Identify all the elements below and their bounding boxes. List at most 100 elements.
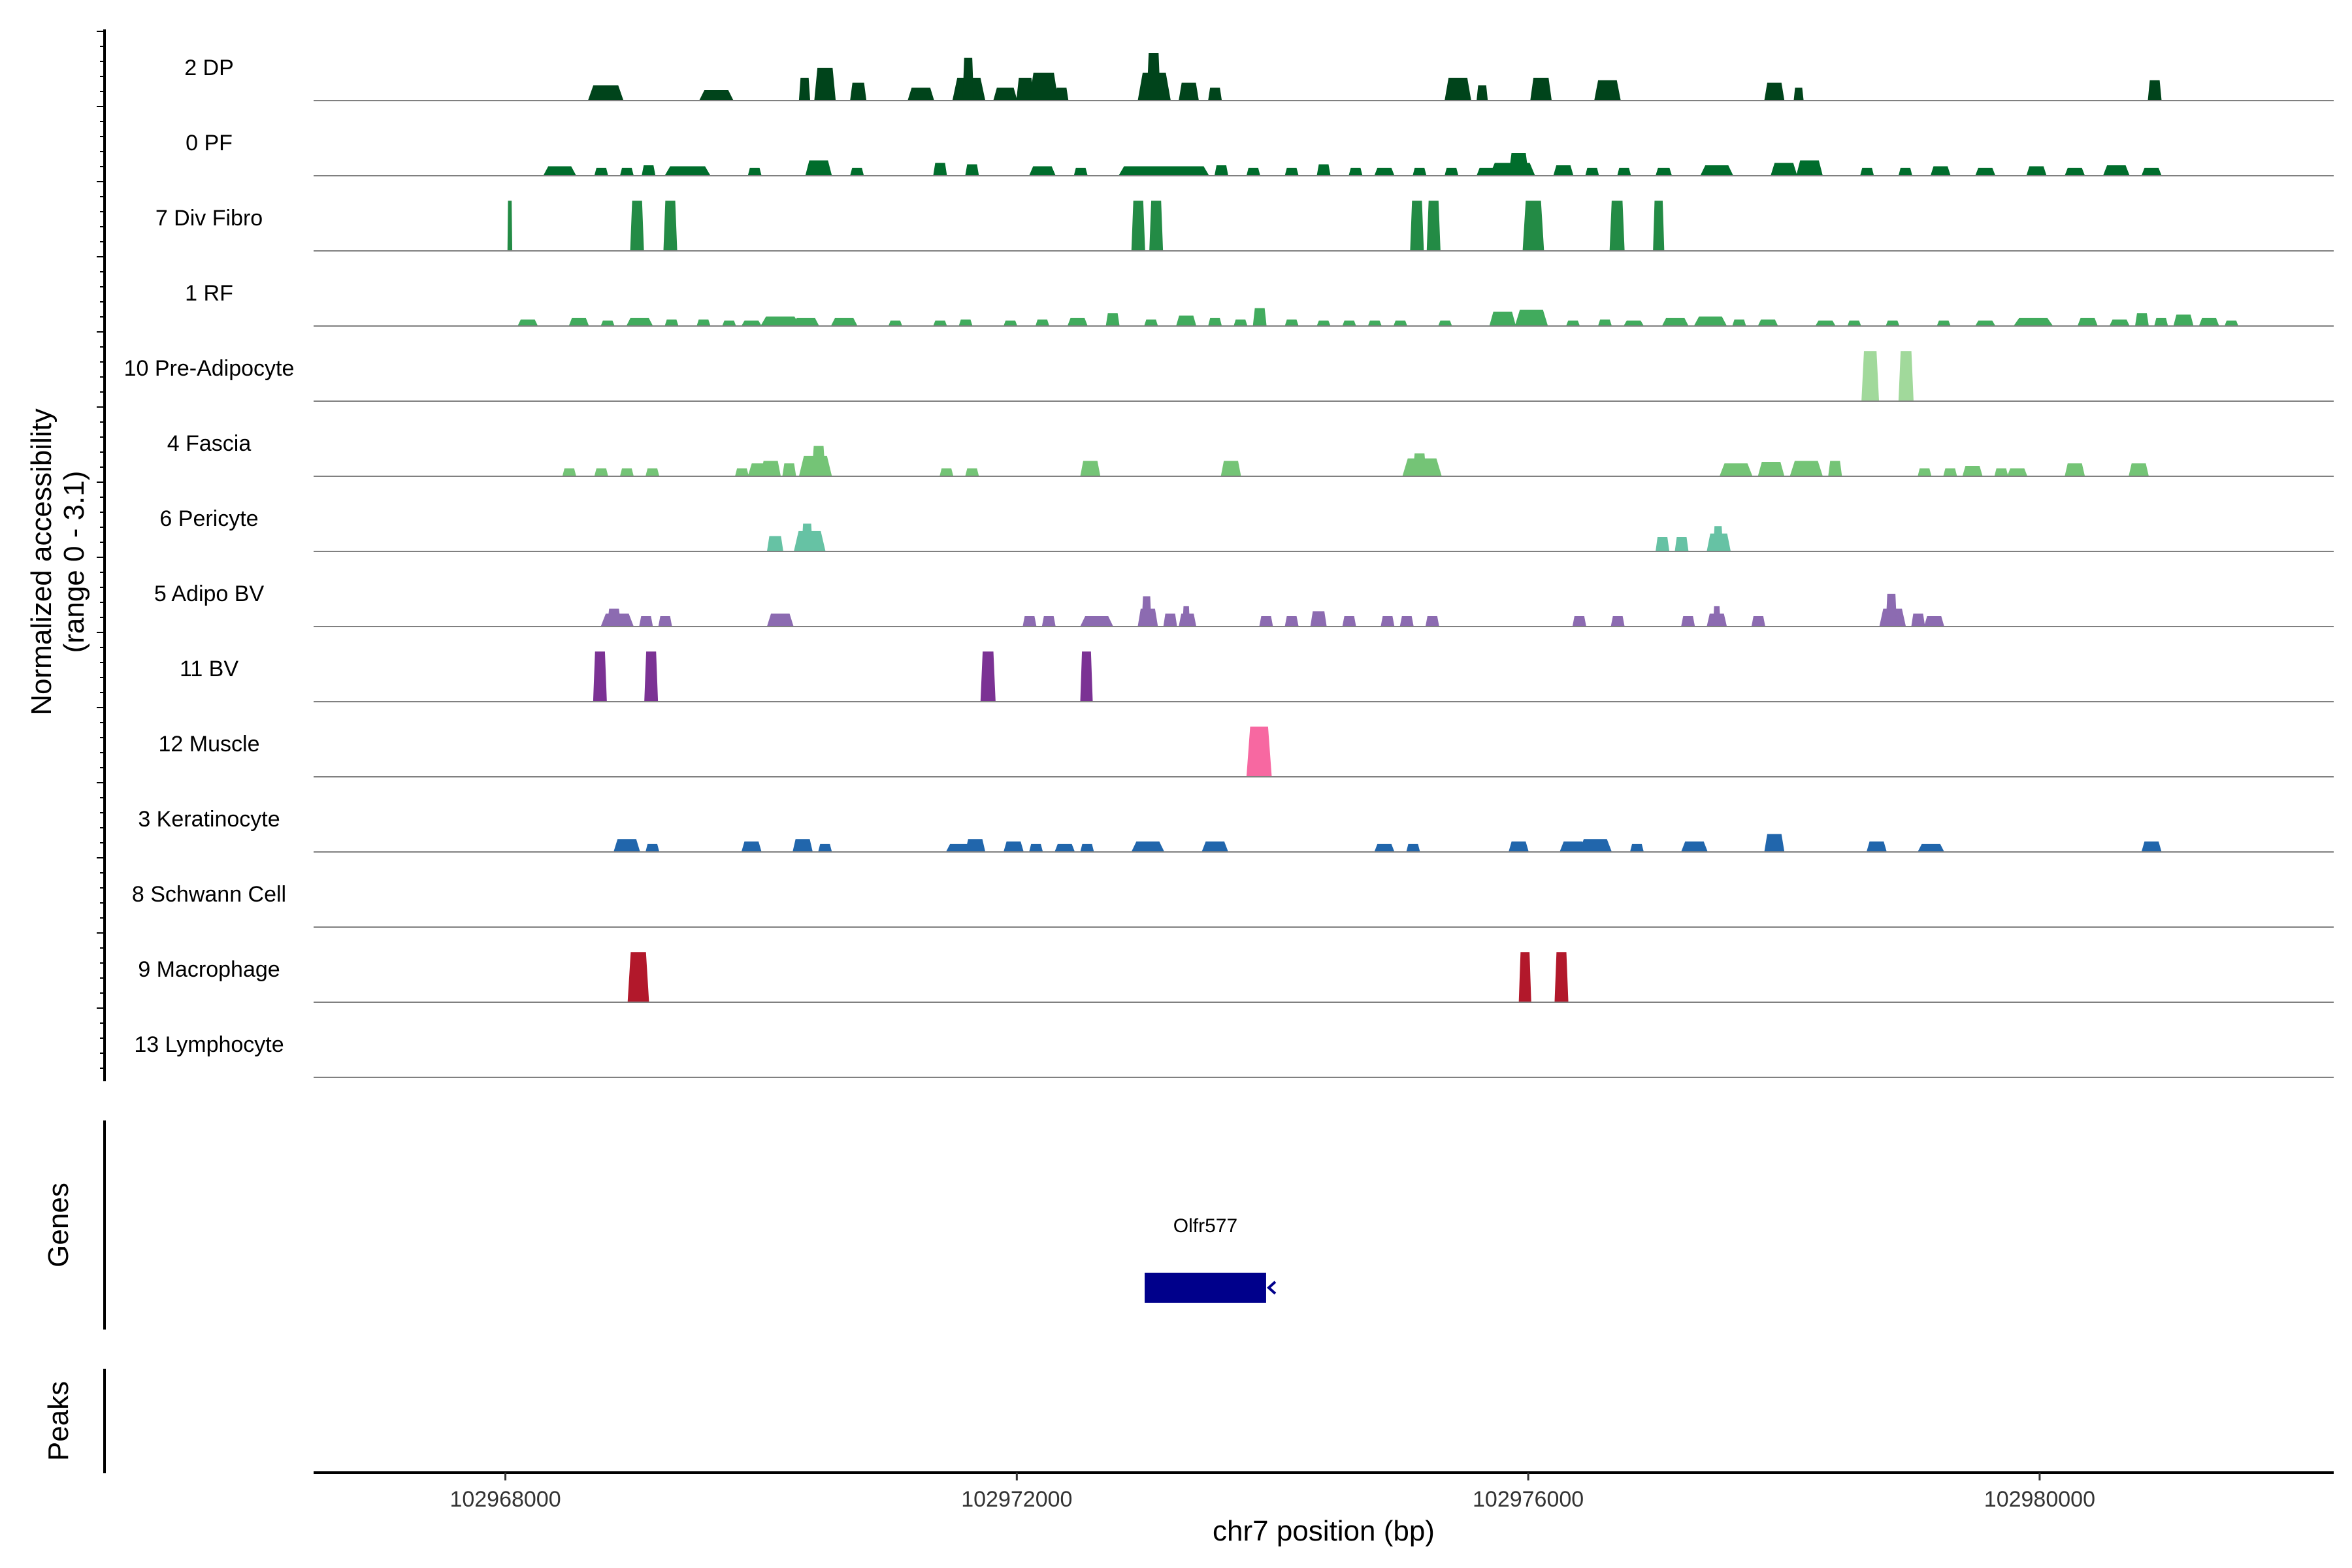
peak (1514, 309, 1548, 327)
peak (613, 839, 641, 853)
peak (1653, 201, 1665, 252)
peak (600, 320, 615, 327)
peak (1175, 316, 1197, 327)
peak (639, 616, 653, 627)
peak (1080, 616, 1114, 627)
peak (2077, 318, 2099, 327)
peak (932, 320, 947, 327)
peak (1284, 616, 1299, 627)
peak (2224, 320, 2239, 327)
peak (1974, 320, 1996, 327)
peak (958, 319, 973, 327)
x-axis: 102968000 102972000 102976000 102980000 (314, 1471, 2334, 1512)
peak (747, 167, 762, 176)
peak (888, 320, 903, 327)
track-12-muscle: 12 Muscle (159, 727, 2334, 777)
peak (1554, 952, 1569, 1003)
peak (741, 320, 762, 327)
peak (1975, 167, 1996, 176)
peak (1828, 461, 1842, 477)
peak (1578, 839, 1612, 853)
x-axis-title: chr7 position (bp) (1213, 1515, 1435, 1547)
peak (696, 319, 711, 327)
peak (2006, 468, 2028, 477)
peak (1522, 201, 1544, 252)
peak (1693, 316, 1727, 327)
peak (1220, 461, 1241, 477)
peak (766, 536, 784, 552)
peak (1342, 616, 1356, 627)
peak (1131, 841, 1165, 853)
peak (766, 613, 794, 627)
y-axis (97, 29, 106, 1081)
track-10-pre-adipocyte: 10 Pre-Adipocyte (124, 351, 2334, 402)
peak (1508, 153, 1529, 176)
peak (1310, 611, 1327, 627)
peak (1597, 319, 1612, 327)
peak (1444, 167, 1459, 176)
peak (792, 318, 820, 327)
peak (1252, 308, 1267, 327)
peak (1911, 613, 1925, 627)
peak (619, 468, 634, 477)
peak (1374, 843, 1395, 853)
peak (1259, 616, 1273, 627)
gene-olfr577: Olfr577 (1145, 1215, 1277, 1303)
peak (1214, 165, 1229, 176)
peak (1680, 841, 1708, 853)
track-6-pericyte: 6 Pericyte (159, 506, 2334, 552)
track-4-fascia: 4 Fascia (167, 431, 2334, 477)
peak (1796, 160, 1823, 176)
peak (1143, 319, 1158, 327)
peak (1623, 320, 1644, 327)
peak (641, 165, 656, 176)
peak (741, 841, 762, 853)
peak (1764, 834, 1785, 853)
peak (849, 167, 864, 176)
peak (607, 608, 621, 627)
peak (1208, 88, 1222, 101)
peak (1080, 843, 1094, 853)
track-0-pf: 0 PF (186, 131, 2334, 176)
peak (1674, 536, 1689, 552)
y-axis-title: Normalized accessibility (25, 408, 57, 715)
track-label: 4 Fascia (167, 431, 252, 456)
peak (1886, 593, 1897, 627)
peak (1661, 318, 1689, 327)
track-label: 13 Lymphocyte (134, 1032, 284, 1057)
peak (1003, 841, 1024, 853)
peak (2173, 314, 2194, 327)
peak (811, 446, 826, 477)
track-label: 10 Pre-Adipocyte (124, 356, 295, 381)
peak (630, 201, 644, 252)
peak (734, 468, 749, 477)
peak (1751, 616, 1766, 627)
peak (1348, 167, 1363, 176)
peak (830, 318, 858, 327)
gene-body (1145, 1273, 1266, 1303)
peak (1118, 166, 1210, 176)
peak (2013, 318, 2053, 327)
peak (658, 616, 672, 627)
peak (850, 82, 867, 101)
peak (1284, 319, 1299, 327)
peak (993, 88, 1018, 101)
peak (1080, 461, 1101, 477)
peak (1962, 466, 1983, 477)
peak (1886, 320, 1900, 327)
track-5-adipo-bv: 5 Adipo BV (154, 581, 2334, 627)
peak (1553, 165, 1574, 176)
track-1-rf: 1 RF (185, 281, 2334, 327)
peak (1655, 167, 1673, 176)
peak (2198, 318, 2219, 327)
peak (1413, 167, 1427, 176)
peak (1530, 78, 1552, 101)
peak (626, 318, 653, 327)
peak (1757, 461, 1785, 477)
peak (2148, 80, 2162, 101)
peak (1700, 165, 1734, 176)
peak (1041, 616, 1056, 627)
peak (2064, 167, 2085, 176)
track-11-bv: 11 BV (180, 651, 2334, 702)
peak (1994, 468, 2008, 477)
